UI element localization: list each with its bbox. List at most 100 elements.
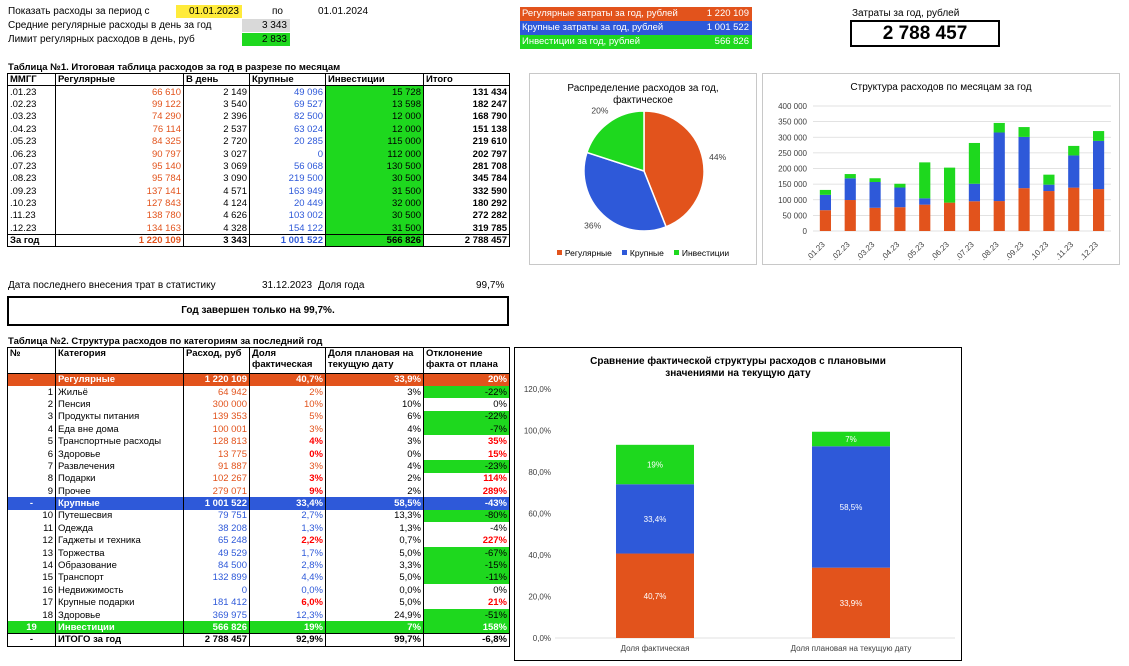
item-plan-share: 5,0% <box>325 571 424 585</box>
summary-big-label: Крупные затраты за год, рублей <box>522 22 664 33</box>
item-amount: 132 899 <box>183 571 250 585</box>
bar-segment <box>819 194 832 211</box>
table-row: 11 Одежда 38 208 1,3% 1,3% -4% <box>7 522 510 535</box>
category-cell: 1 220 109 <box>183 373 250 386</box>
table-row: .07.23 95 140 3 069 56 068 130 500 281 708 <box>7 160 510 173</box>
table-row: .04.23 76 114 2 537 63 024 12 000 151 138 <box>7 123 510 136</box>
table-cell: 281 708 <box>423 160 510 173</box>
table-cell: 69 527 <box>249 98 326 111</box>
completion-banner: Год завершен только на 99,7%. <box>7 296 509 326</box>
period-to-value[interactable]: 01.01.2024 <box>318 6 369 17</box>
table-cell: 15 728 <box>325 85 424 99</box>
summary-big-row: Крупные затраты за год, рублей 1 001 522 <box>520 21 752 35</box>
last-entry-label: Дата последнего внесения трат в статисти… <box>8 280 216 291</box>
table-cell: 95 140 <box>55 160 184 173</box>
item-number: 1 <box>7 385 56 399</box>
item-deviation: -4% <box>423 522 510 535</box>
summary-invest-value: 566 826 <box>714 36 749 47</box>
category-cell: 1 001 522 <box>183 497 250 510</box>
y-tick-label: 40,0% <box>528 551 551 560</box>
category-cell: 7% <box>325 621 424 634</box>
item-deviation: -11% <box>423 571 510 585</box>
table-total-cell: 99,7% <box>325 633 424 647</box>
item-category: Торжества <box>55 546 184 560</box>
category-cell: 33,9% <box>325 373 424 386</box>
table-cell: 163 949 <box>249 185 326 198</box>
category-cell: - <box>7 497 56 510</box>
item-plan-share: 5,0% <box>325 596 424 609</box>
bar-data-label: 58,5% <box>840 503 863 512</box>
category-cell: Инвестиции <box>55 621 184 634</box>
item-actual-share: 9% <box>249 485 326 498</box>
item-category: Одежда <box>55 522 184 535</box>
bar-segment <box>844 200 856 231</box>
item-number: 5 <box>7 435 56 448</box>
bar-segment <box>1068 145 1080 156</box>
y-tick-label: 350 000 <box>778 118 807 127</box>
y-tick-label: 300 000 <box>778 133 807 142</box>
limit-value[interactable]: 2 833 <box>242 33 290 46</box>
bar-segment <box>919 162 931 199</box>
item-category: Подарки <box>55 472 184 486</box>
table-cell: 137 141 <box>55 185 184 198</box>
bar-segment <box>1043 191 1055 231</box>
x-tick-label: Доля фактическая <box>621 644 690 653</box>
pie-data-label: 44% <box>709 152 726 162</box>
column-header: Категория <box>55 347 184 374</box>
table-row: 3 Продукты питания 139 353 5% 6% -22% <box>7 410 510 424</box>
table-row: 9 Прочее 279 071 9% 2% 289% <box>7 485 510 498</box>
table-row: 1 Жильё 64 942 2% 3% -22% <box>7 385 510 399</box>
table-cell: 2 537 <box>183 123 250 136</box>
year-share-label: Доля года <box>318 280 365 291</box>
item-amount: 65 248 <box>183 534 250 547</box>
legend-swatch <box>621 250 627 255</box>
item-deviation: 227% <box>423 534 510 547</box>
item-amount: 102 267 <box>183 472 250 486</box>
bar-segment <box>616 484 694 554</box>
item-plan-share: 0,0% <box>325 584 424 597</box>
item-actual-share: 0,0% <box>249 584 326 597</box>
y-tick-label: 60,0% <box>528 510 551 519</box>
item-amount: 300 000 <box>183 398 250 411</box>
table-cell: 3 027 <box>183 147 250 161</box>
item-category: Прочее <box>55 485 184 498</box>
column-header: Инвестиции <box>325 72 424 87</box>
table-row: 14 Образование 84 500 2,8% 3,3% -15% <box>7 559 510 572</box>
item-plan-share: 0% <box>325 447 424 461</box>
bar-segment <box>919 204 931 231</box>
table-total-cell: 1 220 109 <box>55 234 184 248</box>
item-number: 18 <box>7 608 56 622</box>
pie-chart-panel: Распределение расходов за год, фактическ… <box>529 73 757 265</box>
item-plan-share: 4% <box>325 460 424 473</box>
y-tick-label: 250 000 <box>778 149 807 158</box>
table-cell: 319 785 <box>423 222 510 235</box>
table-total-cell: 92,9% <box>249 633 326 647</box>
table-total-row: - ИТОГО за год 2 788 457 92,9% 99,7% -6,8% <box>7 633 510 647</box>
table-cell: 168 790 <box>423 110 510 124</box>
item-number: 8 <box>7 472 56 486</box>
x-tick-label: .12.23 <box>1078 240 1100 262</box>
item-number: 17 <box>7 596 56 609</box>
item-number: 3 <box>7 410 56 424</box>
pie-chart: 44% 36% 20% <box>583 105 727 232</box>
period-from-input[interactable]: 01.01.2023 <box>176 5 242 18</box>
legend-item: Крупные <box>621 248 664 258</box>
table-cell: 2 149 <box>183 85 250 99</box>
table-total-cell: 566 826 <box>325 234 424 248</box>
column-header: Отклонение факта от плана <box>423 347 510 374</box>
item-amount: 369 975 <box>183 608 250 622</box>
item-plan-share: 3% <box>325 435 424 448</box>
legend-label: Регулярные <box>564 247 612 258</box>
item-category: Здоровье <box>55 447 184 461</box>
item-actual-share: 5% <box>249 410 326 424</box>
bar-segment <box>812 431 890 447</box>
bar-segment <box>1092 131 1105 141</box>
bar-segment <box>869 207 881 231</box>
column-header: ММГГ <box>7 72 56 87</box>
table-row: 18 Здоровье 369 975 12,3% 24,9% -51% <box>7 608 510 622</box>
table-cell: 2 396 <box>183 110 250 124</box>
table-cell: 151 138 <box>423 123 510 136</box>
bar-segment <box>894 207 906 231</box>
item-plan-share: 2% <box>325 472 424 486</box>
item-number: 16 <box>7 584 56 597</box>
